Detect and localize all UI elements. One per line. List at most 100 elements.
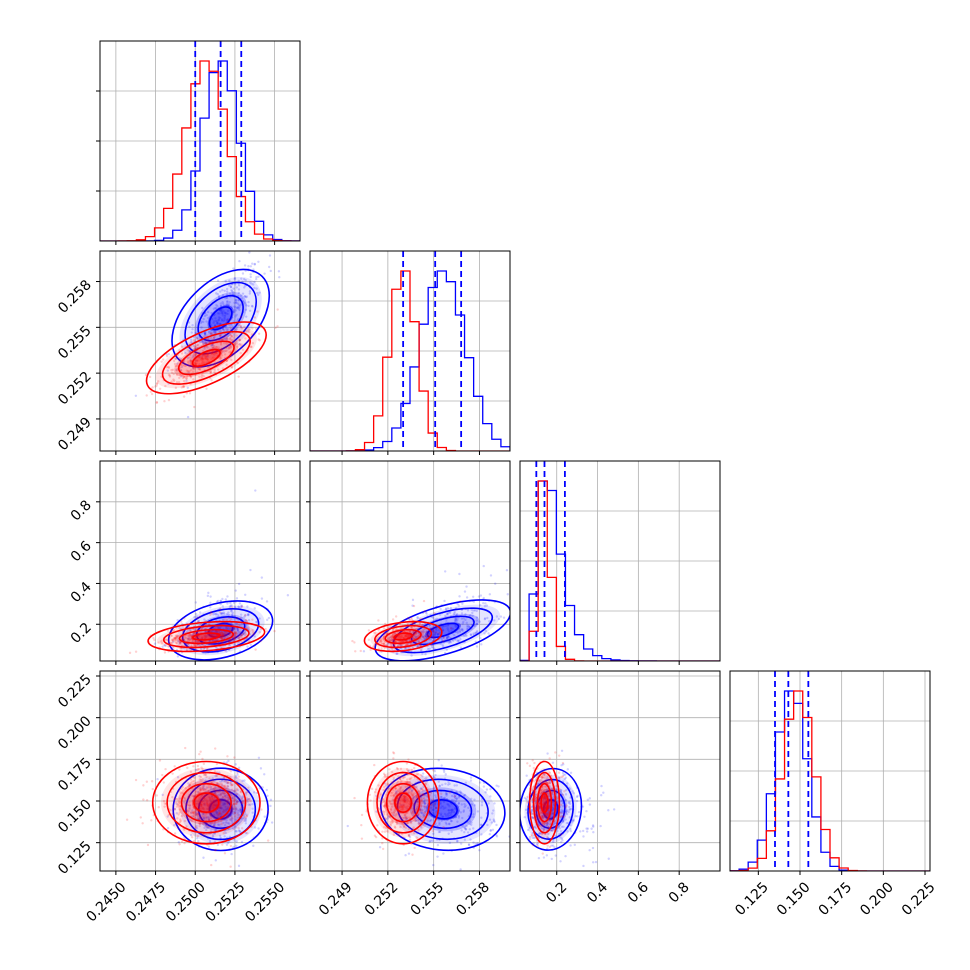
- scatter-point-red: [194, 793, 197, 796]
- scatter-point-red: [369, 799, 372, 802]
- scatter-point-blue: [444, 608, 448, 611]
- scatter-point-blue: [410, 789, 414, 792]
- scatter-point-blue: [484, 791, 487, 794]
- scatter-point-blue: [538, 832, 541, 835]
- scatter-point-red: [374, 631, 377, 634]
- scatter-point-blue: [226, 821, 229, 825]
- scatter-point-blue: [398, 643, 401, 647]
- scatter-point-blue: [153, 642, 157, 645]
- scatter-point-red: [212, 337, 215, 340]
- scatter-point-blue: [175, 812, 179, 815]
- scatter-point-red: [237, 323, 240, 327]
- scatter-point-red: [385, 632, 388, 635]
- scatter-point-red: [207, 785, 211, 789]
- scatter-point-blue: [568, 808, 571, 812]
- density-fill-blue: [424, 622, 462, 639]
- scatter-point-blue: [189, 633, 192, 637]
- scatter-point-red: [218, 811, 222, 814]
- scatter-point-blue: [478, 620, 481, 623]
- scatter-point-blue: [444, 607, 448, 610]
- scatter-point-blue: [219, 836, 222, 840]
- scatter-point-red: [204, 355, 207, 358]
- scatter-point-red: [182, 385, 185, 389]
- scatter-point-red: [390, 647, 394, 651]
- scatter-point-blue: [465, 824, 468, 828]
- scatter-point-blue: [487, 632, 490, 635]
- scatter-point-red: [227, 347, 230, 350]
- scatter-point-red: [395, 623, 398, 627]
- scatter-point-blue: [215, 303, 218, 307]
- scatter-point-red: [178, 808, 181, 811]
- scatter-point-red: [399, 795, 402, 799]
- scatter-point-blue: [431, 629, 434, 632]
- scatter-point-blue: [473, 804, 476, 807]
- y-tick-label: 0.4: [68, 579, 95, 606]
- scatter-point-red: [185, 647, 188, 651]
- scatter-point-red: [196, 343, 199, 347]
- scatter-point-red: [226, 805, 230, 809]
- scatter-point-blue: [257, 293, 260, 296]
- scatter-point-blue: [225, 808, 228, 811]
- scatter-point-blue: [222, 302, 225, 306]
- scatter-point-blue: [236, 302, 240, 305]
- scatter-point-blue: [206, 801, 209, 804]
- scatter-point-blue: [424, 653, 427, 656]
- scatter-point-blue: [260, 576, 264, 579]
- scatter-point-blue: [576, 794, 579, 798]
- scatter-point-red: [206, 365, 210, 369]
- scatter-point-blue: [254, 489, 257, 492]
- scatter-point-blue: [199, 805, 203, 808]
- scatter-point-blue: [423, 800, 426, 803]
- scatter-point-red: [367, 629, 371, 632]
- scatter-point-red: [220, 637, 223, 641]
- scatter-point-blue: [386, 817, 390, 820]
- scatter-point-red: [189, 356, 192, 360]
- scatter-point-red: [396, 767, 399, 771]
- scatter-point-red: [210, 379, 213, 382]
- scatter-point-blue: [591, 846, 595, 850]
- scatter-point-blue: [419, 787, 423, 791]
- scatter-point-red: [406, 822, 409, 825]
- scatter-point-blue: [253, 826, 257, 829]
- scatter-point-blue: [209, 799, 213, 802]
- scatter-point-blue: [227, 334, 230, 338]
- scatter-point-red: [176, 803, 179, 807]
- scatter-point-blue: [225, 808, 228, 811]
- scatter-point-blue: [260, 245, 262, 247]
- scatter-point-red: [403, 790, 407, 793]
- scatter-point-red: [264, 627, 267, 631]
- scatter-point-red: [411, 622, 414, 625]
- scatter-point-blue: [460, 628, 463, 631]
- panel-content: [351, 564, 510, 661]
- scatter-point-red: [201, 806, 204, 809]
- scatter-point-blue: [221, 327, 225, 331]
- scatter-point-blue: [449, 808, 453, 812]
- scatter-point-blue: [457, 805, 460, 808]
- scatter-point-blue: [560, 825, 564, 828]
- scatter-point-blue: [465, 621, 468, 625]
- scatter-point-red: [188, 633, 192, 637]
- scatter-point-red: [227, 639, 231, 642]
- scatter-point-blue: [438, 784, 441, 788]
- scatter-point-red: [161, 773, 164, 777]
- scatter-point-blue: [219, 599, 223, 603]
- scatter-point-blue: [224, 805, 227, 809]
- scatter-point-blue: [233, 301, 236, 304]
- scatter-point-blue: [235, 776, 238, 779]
- scatter-point-red: [249, 799, 252, 803]
- scatter-point-blue: [468, 819, 472, 823]
- scatter-point-red: [212, 804, 216, 807]
- scatter-point-red: [174, 364, 177, 368]
- scatter-point-red: [201, 349, 205, 353]
- scatter-point-blue: [226, 329, 229, 332]
- scatter-point-red: [369, 648, 372, 651]
- scatter-point-blue: [243, 294, 246, 298]
- scatter-point-red: [155, 401, 158, 404]
- scatter-point-red: [215, 338, 219, 342]
- scatter-point-red: [192, 352, 196, 356]
- scatter-point-red: [188, 359, 191, 363]
- scatter-point-blue: [239, 325, 243, 329]
- scatter-point-blue: [484, 602, 487, 605]
- scatter-point-blue: [269, 269, 272, 273]
- scatter-point-red: [394, 787, 398, 790]
